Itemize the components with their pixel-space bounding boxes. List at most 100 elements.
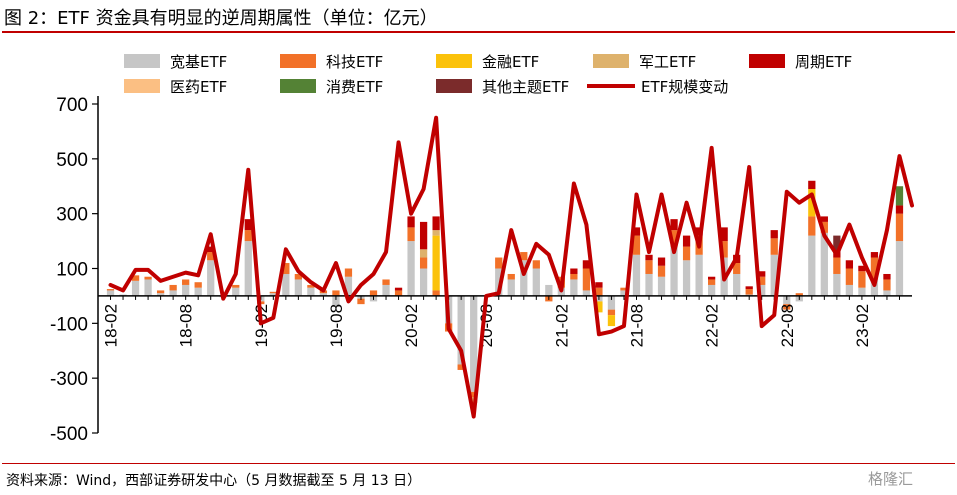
bar-segment	[432, 230, 440, 236]
bar-segment	[657, 276, 666, 296]
y-tick-label: 700	[56, 95, 88, 116]
bar-segment	[507, 279, 515, 296]
x-tick-label: 19-02	[252, 304, 271, 347]
legend-swatch	[280, 79, 316, 93]
legend-item: 周期ETF	[749, 53, 852, 71]
x-tick-label: 20-02	[402, 304, 421, 347]
legend-swatch	[280, 54, 316, 68]
bar-segment	[820, 232, 828, 296]
bar-segment	[419, 221, 428, 250]
bar-segment	[570, 279, 578, 296]
legend-swatch	[436, 54, 472, 68]
bar-segment	[657, 257, 666, 266]
bar-segment	[808, 216, 816, 236]
bar-segment	[207, 252, 215, 261]
bar-segment	[820, 216, 828, 222]
bar-segment	[432, 235, 440, 291]
bar-segment	[520, 252, 528, 261]
legend: 宽基ETF 科技ETF 金融ETF 军工ETF 周期ETF 医药ETF 消费ETF 其他主题E…	[124, 53, 852, 96]
bar-segment	[232, 287, 240, 296]
bar-segment	[783, 304, 791, 310]
bar-segment	[244, 230, 252, 242]
bar-segment	[407, 241, 415, 296]
bar-segment	[419, 249, 428, 258]
legend-label: 金融ETF	[482, 53, 539, 71]
legend-item: 其他主题ETF	[436, 78, 569, 96]
bar-segment	[895, 205, 904, 214]
bar-segment	[156, 290, 165, 294]
bar-segment	[532, 260, 540, 269]
footer-rule	[2, 463, 955, 464]
legend-swatch	[749, 54, 785, 68]
bar-segment	[244, 241, 252, 296]
bar-segment	[595, 301, 603, 313]
bar-segment	[708, 279, 716, 285]
legend-item: 宽基ETF	[124, 53, 227, 71]
legend-item: 科技ETF	[280, 53, 383, 71]
bar-segment	[745, 289, 753, 295]
bar-segment	[570, 273, 578, 280]
bar-segment	[269, 293, 277, 296]
bar-segment	[682, 260, 691, 296]
bar-segment	[131, 275, 140, 281]
bar-segment	[382, 284, 390, 296]
bar-segment	[770, 238, 778, 255]
bar-segment	[632, 254, 641, 296]
bar-segment	[670, 230, 678, 247]
bar-segment	[207, 246, 215, 253]
y-tick-label: 300	[56, 205, 88, 226]
bar-segment	[232, 284, 240, 288]
bar-segment	[808, 180, 816, 189]
bar-segment	[457, 364, 465, 370]
bar-segment	[632, 235, 641, 255]
bar-segment	[733, 263, 741, 274]
bar-segment	[495, 268, 503, 296]
x-tick-label: 22-08	[778, 304, 797, 347]
bar-segment	[432, 290, 440, 296]
bar-segment	[419, 257, 428, 269]
legend-label: 科技ETF	[326, 53, 383, 71]
bar-segment	[883, 273, 891, 280]
legend-swatch	[124, 54, 160, 68]
bar-segment	[895, 241, 904, 296]
bar-segment	[344, 268, 353, 277]
legend-item: 军工ETF	[593, 53, 696, 71]
x-tick-label: 21-08	[628, 304, 647, 347]
bar-segment	[883, 279, 891, 291]
bar-segment	[708, 284, 716, 296]
bar-segment	[382, 279, 390, 285]
legend-label: 宽基ETF	[170, 53, 227, 71]
bar-segment	[357, 298, 365, 305]
bar-segment	[845, 268, 854, 285]
bar-segment	[607, 295, 616, 310]
legend-label: 军工ETF	[639, 53, 696, 71]
bar-segment	[307, 287, 315, 296]
bar-segment	[269, 291, 277, 294]
legend-item: 金融ETF	[436, 53, 539, 71]
y-tick-label: 500	[56, 150, 88, 171]
legend-label: ETF规模变动	[641, 78, 728, 96]
bar-segment	[795, 293, 803, 296]
bar-segment	[745, 286, 753, 290]
x-tick-label: 19-08	[327, 304, 346, 347]
bar-segment	[808, 188, 816, 217]
x-tick-label: 21-02	[552, 304, 571, 347]
x-tick-label: 23-02	[853, 304, 872, 347]
bar-segment	[870, 257, 879, 280]
bar-segment	[332, 290, 340, 296]
bar-segment	[294, 273, 302, 280]
bar-segment	[570, 268, 578, 274]
bar-segment	[294, 279, 302, 296]
legend-item: 消费ETF	[280, 78, 383, 96]
bar-segment	[595, 282, 603, 288]
bar-segment	[645, 260, 653, 274]
bar-segment	[144, 279, 152, 296]
bar-segment	[858, 271, 866, 288]
bar-segment	[182, 279, 190, 285]
legend-swatch	[124, 79, 160, 93]
y-tick-label: -100	[50, 314, 88, 335]
watermark-text: 格隆汇	[868, 470, 914, 488]
bar-segment	[495, 257, 503, 269]
bar-segment	[169, 284, 177, 291]
bar-segment	[532, 268, 540, 296]
